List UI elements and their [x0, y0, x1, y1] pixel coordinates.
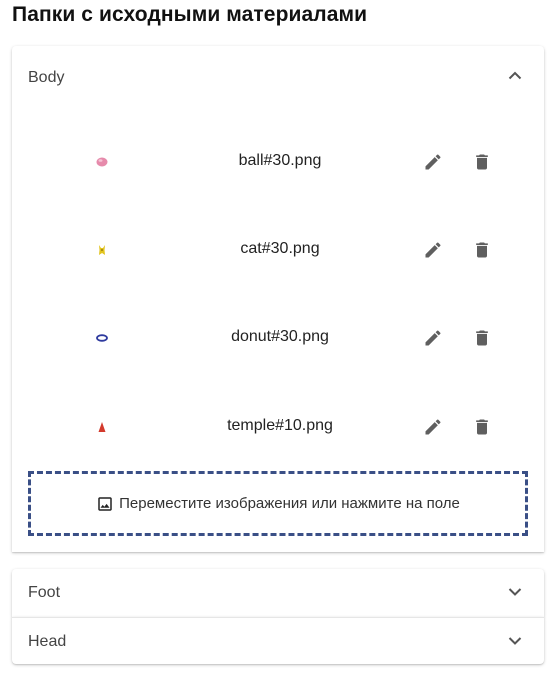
- file-name: donut#30.png: [231, 328, 329, 345]
- edit-icon[interactable]: [422, 416, 444, 438]
- red-temple-thumbnail: [94, 419, 110, 435]
- pink-ball-thumbnail: [94, 154, 110, 170]
- dropzone-label: Переместите изображения или нажмите на п…: [119, 495, 460, 512]
- file-name: ball#30.png: [238, 152, 322, 169]
- delete-icon[interactable]: [471, 327, 493, 349]
- chevron-down-icon[interactable]: [508, 587, 522, 597]
- yellow-cat-thumbnail: [94, 242, 110, 258]
- file-row: temple#10.png: [12, 407, 544, 447]
- edit-icon[interactable]: [422, 327, 444, 349]
- file-row: donut#30.png: [12, 318, 544, 358]
- file-row: cat#30.png: [12, 230, 544, 270]
- panel-header-head[interactable]: Head: [12, 618, 544, 665]
- panel-title: Head: [28, 633, 67, 650]
- delete-icon[interactable]: [471, 151, 493, 173]
- page-title: Папки с исходными материалами: [12, 3, 368, 26]
- delete-icon[interactable]: [471, 416, 493, 438]
- image-icon: [96, 495, 114, 513]
- file-name: cat#30.png: [240, 240, 320, 257]
- panel-body: Body ball#30.png cat#30.png: [12, 46, 544, 552]
- chevron-down-icon[interactable]: [508, 636, 522, 646]
- blue-donut-thumbnail: [94, 330, 110, 346]
- image-dropzone[interactable]: Переместите изображения или нажмите на п…: [28, 471, 528, 536]
- panel-foot: Foot: [12, 569, 544, 617]
- file-name: temple#10.png: [227, 417, 333, 434]
- delete-icon[interactable]: [471, 239, 493, 261]
- panel-header-body[interactable]: Body: [12, 46, 544, 108]
- panel-title: Body: [28, 69, 65, 86]
- panel-header-foot[interactable]: Foot: [12, 569, 544, 616]
- panel-head: Head: [12, 617, 544, 664]
- edit-icon[interactable]: [422, 239, 444, 261]
- chevron-up-icon[interactable]: [508, 70, 522, 80]
- file-row: ball#30.png: [12, 142, 544, 182]
- edit-icon[interactable]: [422, 151, 444, 173]
- panel-title: Foot: [28, 584, 61, 601]
